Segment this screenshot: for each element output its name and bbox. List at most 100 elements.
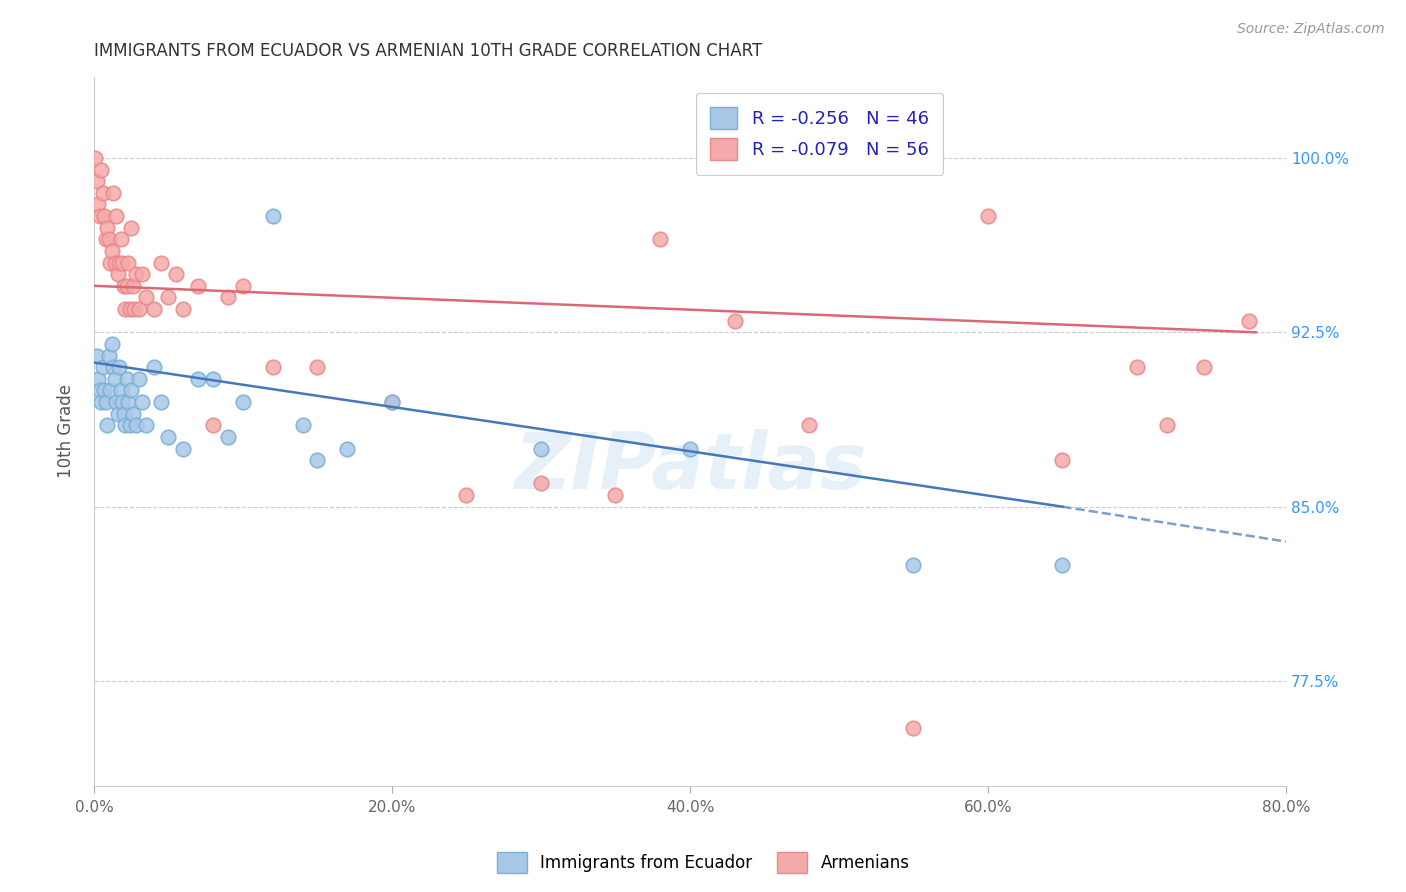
Point	[135, 418, 157, 433]
Point	[107, 267, 129, 281]
Point	[262, 360, 284, 375]
Point	[117, 255, 139, 269]
Point	[110, 232, 132, 246]
Point	[114, 418, 136, 433]
Point	[124, 267, 146, 281]
Point	[172, 301, 194, 316]
Point	[110, 384, 132, 398]
Point	[262, 209, 284, 223]
Point	[605, 488, 627, 502]
Point	[1052, 558, 1074, 572]
Point	[530, 476, 553, 491]
Point	[217, 290, 239, 304]
Point	[291, 418, 314, 433]
Point	[117, 395, 139, 409]
Point	[115, 278, 138, 293]
Point	[104, 372, 127, 386]
Point	[131, 267, 153, 281]
Point	[131, 395, 153, 409]
Point	[89, 384, 111, 398]
Point	[86, 174, 108, 188]
Point	[128, 301, 150, 316]
Point	[115, 372, 138, 386]
Point	[1156, 418, 1178, 433]
Point	[202, 372, 225, 386]
Point	[104, 255, 127, 269]
Point	[157, 290, 180, 304]
Legend: Immigrants from Ecuador, Armenians: Immigrants from Ecuador, Armenians	[489, 846, 917, 880]
Point	[336, 442, 359, 456]
Point	[93, 384, 115, 398]
Point	[96, 220, 118, 235]
Point	[122, 301, 145, 316]
Point	[103, 360, 125, 375]
Point	[111, 255, 134, 269]
Point	[456, 488, 478, 502]
Point	[101, 337, 124, 351]
Point	[112, 407, 135, 421]
Point	[903, 558, 925, 572]
Point	[105, 395, 128, 409]
Point	[187, 372, 209, 386]
Point	[87, 372, 110, 386]
Point	[977, 209, 1000, 223]
Point	[381, 395, 404, 409]
Point	[1192, 360, 1215, 375]
Text: ZIPatlas: ZIPatlas	[513, 428, 866, 505]
Point	[165, 267, 187, 281]
Point	[108, 360, 131, 375]
Point	[97, 349, 120, 363]
Point	[217, 430, 239, 444]
Point	[797, 418, 820, 433]
Text: Source: ZipAtlas.com: Source: ZipAtlas.com	[1237, 22, 1385, 37]
Y-axis label: 10th Grade: 10th Grade	[58, 384, 75, 478]
Point	[111, 395, 134, 409]
Point	[307, 360, 329, 375]
Point	[128, 372, 150, 386]
Point	[97, 232, 120, 246]
Point	[98, 384, 121, 398]
Point	[107, 407, 129, 421]
Point	[157, 430, 180, 444]
Legend: R = -0.256   N = 46, R = -0.079   N = 56: R = -0.256 N = 46, R = -0.079 N = 56	[696, 93, 943, 175]
Point	[120, 220, 142, 235]
Point	[90, 395, 112, 409]
Point	[1052, 453, 1074, 467]
Point	[91, 360, 114, 375]
Point	[98, 255, 121, 269]
Point	[724, 314, 747, 328]
Point	[149, 395, 172, 409]
Point	[1126, 360, 1149, 375]
Text: IMMIGRANTS FROM ECUADOR VS ARMENIAN 10TH GRADE CORRELATION CHART: IMMIGRANTS FROM ECUADOR VS ARMENIAN 10TH…	[94, 42, 762, 60]
Point	[94, 395, 117, 409]
Point	[120, 384, 142, 398]
Point	[121, 407, 143, 421]
Point	[679, 442, 702, 456]
Point	[118, 418, 141, 433]
Point	[103, 186, 125, 200]
Point	[903, 721, 925, 735]
Point	[84, 151, 107, 165]
Point	[89, 209, 111, 223]
Point	[112, 278, 135, 293]
Point	[114, 301, 136, 316]
Point	[124, 418, 146, 433]
Point	[135, 290, 157, 304]
Point	[530, 442, 553, 456]
Point	[187, 278, 209, 293]
Point	[105, 209, 128, 223]
Point	[108, 255, 131, 269]
Point	[142, 301, 165, 316]
Point	[90, 162, 112, 177]
Point	[86, 349, 108, 363]
Point	[96, 418, 118, 433]
Point	[650, 232, 672, 246]
Point	[149, 255, 172, 269]
Point	[142, 360, 165, 375]
Point	[232, 278, 254, 293]
Point	[101, 244, 124, 258]
Point	[118, 301, 141, 316]
Point	[121, 278, 143, 293]
Point	[232, 395, 254, 409]
Point	[87, 197, 110, 211]
